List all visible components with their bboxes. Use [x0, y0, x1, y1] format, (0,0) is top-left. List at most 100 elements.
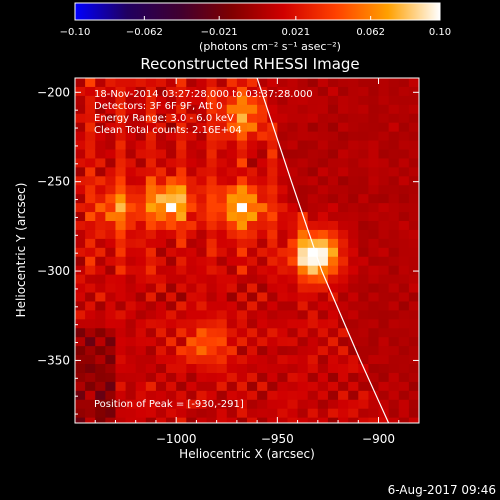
heatmap-cell	[145, 194, 157, 204]
heatmap-cell	[408, 390, 419, 401]
heatmap-cell	[206, 167, 218, 177]
heatmap-cell	[358, 372, 370, 383]
heatmap-cell	[287, 417, 299, 423]
heatmap-cell	[368, 212, 380, 222]
heatmap-cell	[338, 78, 349, 88]
heatmap-cell	[85, 86, 96, 97]
heatmap-cell	[125, 292, 137, 303]
heatmap-cell	[368, 381, 380, 392]
heatmap-cell	[247, 292, 258, 303]
heatmap-cell	[125, 256, 137, 267]
heatmap-cell	[176, 390, 187, 401]
heatmap-cell	[196, 95, 208, 106]
heatmap-cell	[307, 346, 319, 356]
heatmap-cell	[135, 78, 147, 88]
heatmap-cell	[368, 131, 380, 142]
heatmap-cell	[317, 247, 329, 258]
heatmap-cell	[145, 78, 157, 88]
heatmap-cell	[176, 319, 187, 329]
heatmap-cell	[186, 95, 198, 106]
heatmap-cell	[186, 203, 198, 213]
heatmap-cell	[388, 203, 400, 213]
heatmap-cell	[75, 292, 86, 303]
heatmap-cell	[348, 149, 359, 160]
heatmap-cell	[125, 104, 137, 115]
heatmap-cell	[145, 185, 157, 195]
heatmap-cell	[135, 328, 147, 338]
heatmap-cell	[378, 355, 390, 365]
heatmap-cell	[166, 221, 177, 231]
heatmap-cell	[166, 104, 177, 115]
heatmap-cell	[398, 158, 410, 168]
heatmap-cell	[338, 390, 349, 401]
y-tick-label: −300	[37, 264, 70, 278]
heatmap-cell	[327, 399, 339, 410]
heatmap-cell	[135, 355, 147, 365]
heatmap-cell	[216, 364, 228, 374]
colorbar-bar	[74, 2, 441, 21]
heatmap-cell	[398, 203, 410, 213]
heatmap-cell	[105, 283, 117, 294]
heatmap-cell	[105, 381, 117, 392]
plot-frame	[74, 77, 420, 424]
heatmap-cell	[85, 149, 96, 160]
heatmap-cell	[378, 247, 390, 258]
heatmap-cell	[95, 355, 106, 365]
heatmap-cell	[257, 78, 268, 88]
heatmap-cell	[135, 274, 147, 285]
heatmap-cell	[206, 185, 218, 195]
heatmap-cell	[176, 328, 187, 338]
heatmap-cell	[317, 86, 329, 97]
heatmap-cell	[145, 86, 157, 97]
heatmap-cell	[327, 274, 339, 285]
heatmap-cell	[307, 140, 319, 151]
heatmap-cell	[307, 319, 319, 329]
heatmap-cell	[317, 319, 329, 329]
heatmap-cell	[297, 167, 309, 177]
heatmap-cell	[135, 238, 147, 249]
heatmap-cell	[368, 86, 380, 97]
heatmap-cell	[236, 78, 248, 88]
heatmap-cell	[226, 292, 238, 303]
heatmap-cell	[287, 131, 299, 142]
heatmap-cell	[155, 390, 167, 401]
heatmap-cell	[307, 256, 319, 267]
heatmap-cell	[297, 381, 309, 392]
heatmap-cell	[277, 399, 289, 410]
heatmap-cell	[398, 221, 410, 231]
heatmap-cell	[186, 229, 198, 240]
heatmap-cell	[348, 194, 359, 204]
heatmap-cell	[277, 301, 289, 311]
heatmap-cell	[216, 158, 228, 168]
heatmap-cell	[307, 95, 319, 106]
heatmap-cell	[186, 408, 198, 419]
heatmap-cell	[85, 212, 96, 222]
heatmap-cell	[176, 113, 187, 124]
heatmap-cell	[408, 355, 419, 365]
heatmap-cell	[85, 131, 96, 142]
heatmap-cell	[145, 131, 157, 142]
heatmap-cell	[155, 131, 167, 142]
heatmap-cell	[368, 113, 380, 124]
heatmap-cell	[176, 176, 187, 186]
heatmap-cell	[236, 229, 248, 240]
heatmap-cell	[135, 185, 147, 195]
heatmap-cell	[125, 78, 137, 88]
heatmap-cell	[408, 301, 419, 311]
heatmap-cell	[378, 301, 390, 311]
heatmap-cell	[277, 238, 289, 249]
heatmap-cell	[317, 355, 329, 365]
heatmap-cell	[338, 301, 349, 311]
heatmap-cell	[125, 301, 137, 311]
heatmap-cell	[388, 408, 400, 419]
heatmap-cell	[358, 346, 370, 356]
heatmap-cell	[155, 203, 167, 213]
heatmap-cell	[297, 301, 309, 311]
heatmap-cell	[388, 390, 400, 401]
heatmap-cell	[277, 104, 289, 115]
heatmap-cell	[85, 381, 96, 392]
heatmap-cell	[267, 247, 278, 258]
heatmap-cell	[95, 390, 106, 401]
heatmap-cell	[226, 167, 238, 177]
heatmap-cell	[75, 194, 86, 204]
